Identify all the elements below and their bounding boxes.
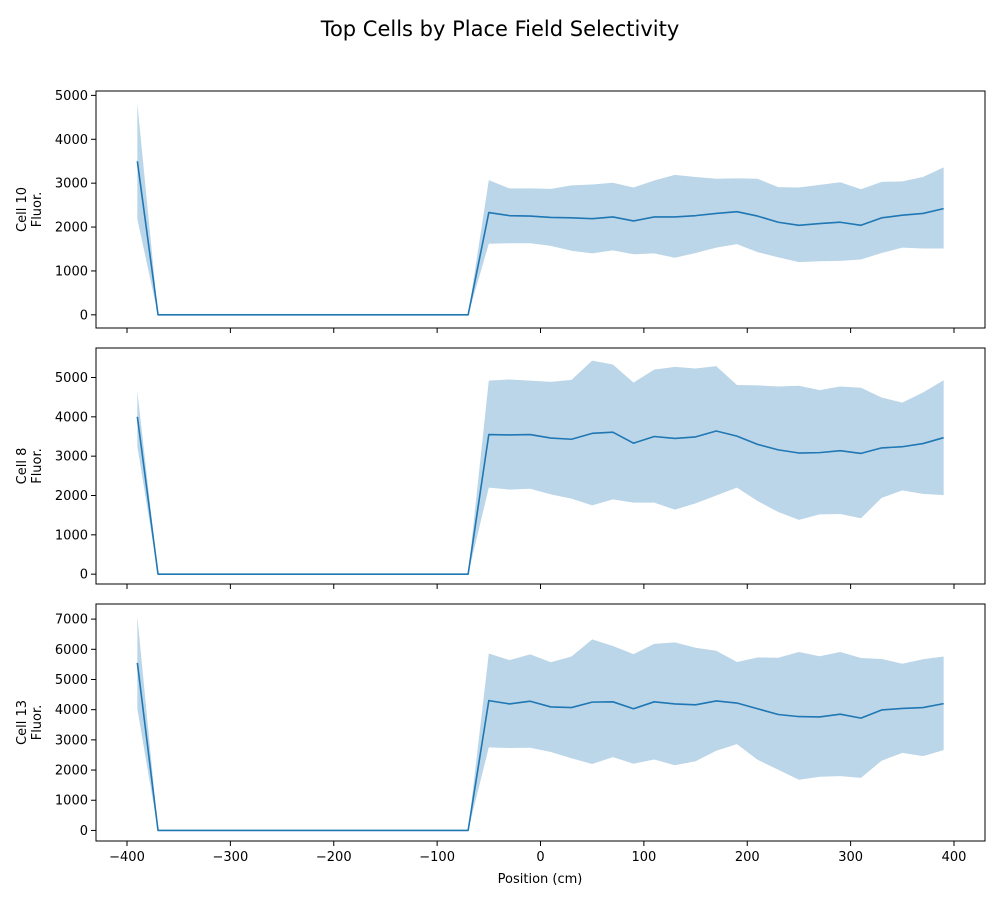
x-tick-label: 300 [838, 850, 863, 865]
x-tick-label: −300 [213, 850, 249, 865]
x-tick-label: −100 [419, 850, 455, 865]
confidence-band [137, 103, 944, 315]
mean-line [136, 416, 944, 575]
y-tick-label: 3000 [55, 733, 88, 748]
y-axis-label: Cell 13Fluor. [15, 700, 45, 745]
y-tick-label: 7000 [55, 613, 88, 628]
y-tick-label: 3000 [55, 177, 88, 192]
y-axis-label: Cell 8Fluor. [15, 448, 45, 485]
confidence-band [137, 360, 944, 575]
x-tick-label: 100 [631, 850, 656, 865]
panel-cell-8: 0 1000 2000 3000 4000 5000 Cell 8Fluor. [15, 347, 986, 589]
y-tick-label: 0 [80, 568, 88, 583]
y-tick-label: 2000 [55, 221, 88, 236]
panel-cell-10: 0 1000 2000 3000 4000 5000 Cell 10Fluor. [15, 89, 986, 333]
chart-title: Top Cells by Place Field Selectivity [320, 17, 680, 41]
x-tick-label: −200 [316, 850, 352, 865]
x-tick-label: 200 [735, 850, 760, 865]
y-tick-label: 4000 [55, 410, 88, 425]
y-tick-label: 0 [80, 824, 88, 839]
y-tick-label: 1000 [55, 794, 88, 809]
y-tick-label: 4000 [55, 703, 88, 718]
y-tick-label: 0 [80, 308, 88, 323]
y-tick-label: 5000 [55, 673, 88, 688]
confidence-band [137, 616, 944, 831]
mean-line [136, 662, 944, 832]
y-tick-label: 4000 [55, 133, 88, 148]
y-tick-label: 1000 [55, 264, 88, 279]
y-tick-label: 3000 [55, 450, 88, 465]
y-axis-label-line: Fluor. [30, 705, 45, 741]
x-axis-label: Position (cm) [498, 872, 583, 887]
mean-line [136, 161, 944, 316]
y-axis-label-line: Fluor. [30, 192, 45, 228]
y-axis-label-line: Cell 10 [15, 187, 30, 232]
x-tick-label: −400 [109, 850, 145, 865]
x-tick-label: 400 [942, 850, 967, 865]
y-axis-label-line: Cell 13 [15, 700, 30, 745]
y-axis-label: Cell 10Fluor. [15, 187, 45, 232]
y-tick-label: 6000 [55, 643, 88, 658]
y-tick-label: 1000 [55, 528, 88, 543]
y-axis-label-line: Fluor. [30, 448, 45, 484]
y-tick-label: 2000 [55, 764, 88, 779]
y-tick-label: 5000 [55, 371, 88, 386]
y-axis-label-line: Cell 8 [15, 448, 30, 485]
y-tick-label: 2000 [55, 489, 88, 504]
x-tick-label: 0 [536, 850, 544, 865]
y-tick-label: 5000 [55, 89, 88, 104]
